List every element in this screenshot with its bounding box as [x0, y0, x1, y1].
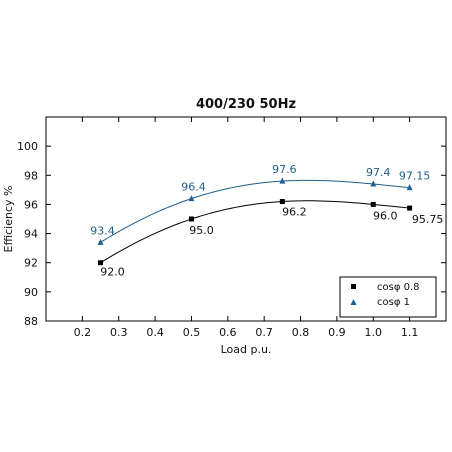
data-point [279, 199, 285, 205]
data-point [279, 177, 286, 184]
series-line-0 [100, 200, 410, 264]
data-label: 97.6 [272, 163, 297, 176]
legend: cosφ 0.8 cosφ 1 [339, 276, 437, 318]
plot-frame [45, 116, 447, 322]
x-tick-label: 0.7 [255, 326, 273, 339]
x-tick-label: 0.8 [292, 326, 310, 339]
chart-title: 400/230 50Hz [196, 97, 296, 112]
data-label: 93.4 [90, 224, 115, 237]
y-tick-label: 96 [24, 198, 38, 211]
legend-marker-square [351, 284, 356, 289]
legend-entry-cos-1: cosφ 1 [377, 297, 410, 308]
series-line-1 [100, 179, 410, 243]
data-point [370, 180, 377, 187]
x-tick-label: 0.3 [110, 326, 128, 339]
data-label: 92.0 [100, 266, 125, 279]
data-point [188, 195, 195, 202]
y-axis-label: Efficiency % [2, 186, 15, 253]
legend-box [339, 276, 437, 318]
data-point [406, 184, 413, 191]
x-tick-label: 0.9 [328, 326, 346, 339]
legend-marker-triangle [350, 299, 357, 305]
data-label: 96.0 [373, 209, 398, 222]
x-axis: 0.2 0.3 0.4 0.5 0.6 0.7 0.8 0.9 1.0 1.1 [74, 117, 419, 339]
data-label: 95.0 [189, 224, 214, 237]
x-tick-label: 0.4 [146, 326, 164, 339]
x-axis-label: Load p.u. [221, 343, 272, 356]
data-point [370, 201, 376, 207]
data-label: 97.4 [366, 166, 391, 179]
data-point [188, 216, 194, 222]
series-layer: 92.0 95.0 96.2 96.0 95.75 93.4 96.4 97.6 97.4 97.… [90, 163, 443, 279]
y-tick-label: 90 [24, 286, 38, 299]
data-point [97, 238, 104, 245]
y-tick-label: 88 [24, 315, 38, 328]
data-label: 97.15 [399, 170, 431, 183]
y-tick-label: 100 [17, 140, 38, 153]
data-point [407, 205, 413, 211]
y-tick-label: 92 [24, 257, 38, 270]
x-tick-label: 1.0 [365, 326, 383, 339]
y-tick-label: 94 [24, 228, 38, 241]
x-tick-label: 0.6 [219, 326, 237, 339]
x-tick-label: 0.2 [74, 326, 92, 339]
y-tick-label: 98 [24, 169, 38, 182]
y-axis: 88 90 92 94 96 98 100 [17, 140, 446, 328]
x-tick-label: 1.1 [401, 326, 419, 339]
legend-entry-cos-0-8: cosφ 0.8 [377, 282, 420, 293]
data-point [98, 260, 104, 266]
data-label: 96.4 [181, 181, 206, 194]
data-label: 96.2 [282, 206, 307, 219]
data-label: 95.75 [412, 213, 444, 226]
x-tick-label: 0.5 [183, 326, 201, 339]
